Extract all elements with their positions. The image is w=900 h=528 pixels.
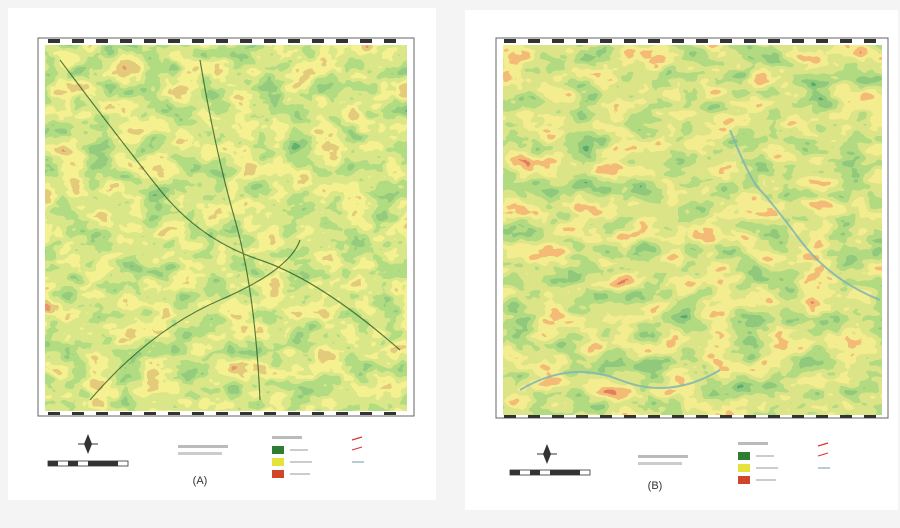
map-caption	[638, 455, 688, 458]
map-caption	[178, 445, 228, 448]
figure: (A) (B)	[0, 0, 900, 528]
panel-label: (B)	[648, 480, 663, 492]
grid-ticks	[45, 39, 407, 43]
map-caption	[638, 462, 682, 465]
panel-label: (A)	[193, 475, 208, 487]
grid-ticks	[503, 39, 882, 43]
map	[45, 45, 407, 411]
grid-ticks	[503, 415, 882, 418]
scale-bar	[510, 470, 590, 475]
grid-ticks	[45, 412, 407, 415]
scale-bar	[48, 461, 128, 466]
map	[503, 45, 882, 415]
map-caption	[178, 452, 222, 455]
